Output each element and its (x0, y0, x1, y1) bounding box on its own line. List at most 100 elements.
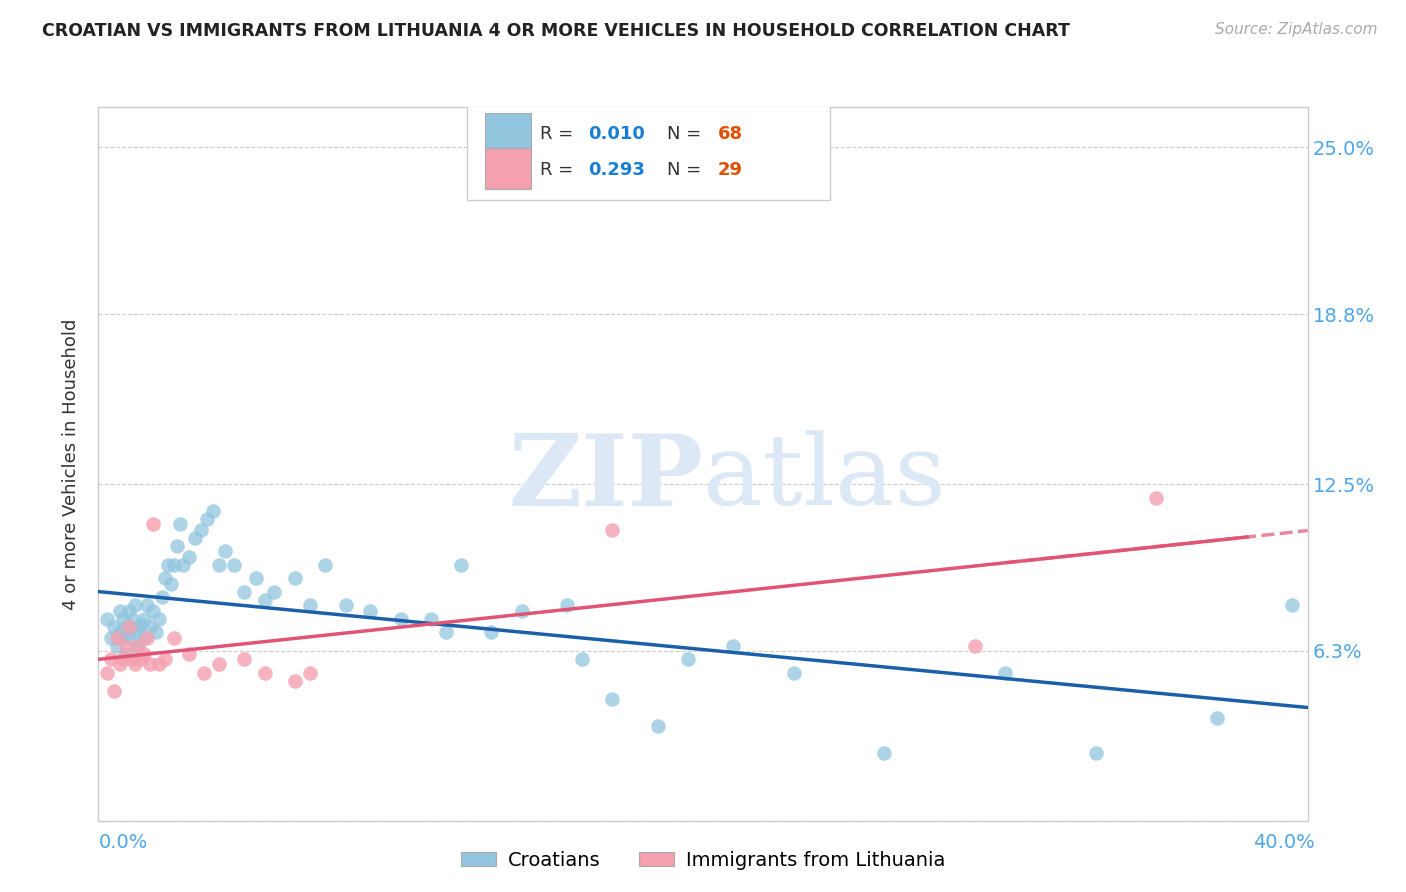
Text: N =: N = (666, 161, 707, 178)
Point (284, 571, 307, 585)
Point (111, 652, 134, 666)
Text: CROATIAN VS IMMIGRANTS FROM LITHUANIA 4 OR MORE VEHICLES IN HOUSEHOLD CORRELATIO: CROATIAN VS IMMIGRANTS FROM LITHUANIA 4 … (42, 22, 1070, 40)
Point (783, 665, 806, 680)
Point (142, 604, 165, 618)
Text: Source: ZipAtlas.com: Source: ZipAtlas.com (1215, 22, 1378, 37)
Point (124, 625, 146, 640)
Point (114, 647, 136, 661)
Point (118, 620, 141, 634)
Point (1281, 598, 1303, 612)
Point (208, 657, 231, 672)
Point (1144, 491, 1167, 505)
Point (166, 539, 188, 553)
Point (100, 652, 122, 666)
Point (169, 517, 191, 532)
Point (129, 617, 152, 632)
Point (602, 692, 624, 706)
Point (571, 652, 593, 666)
Point (214, 544, 236, 558)
Point (148, 657, 170, 672)
Point (965, 639, 987, 653)
Point (142, 517, 165, 532)
Point (193, 665, 215, 680)
Point (434, 625, 457, 640)
Text: N =: N = (666, 125, 707, 143)
Point (105, 639, 128, 653)
Point (253, 665, 276, 680)
Point (184, 531, 207, 545)
Point (100, 631, 122, 645)
Point (114, 620, 136, 634)
Point (163, 631, 186, 645)
Point (450, 558, 472, 572)
Point (602, 523, 624, 537)
Point (232, 584, 254, 599)
Text: R =: R = (540, 161, 579, 178)
Point (129, 652, 152, 666)
Point (224, 558, 246, 572)
Point (994, 665, 1017, 680)
Text: 68: 68 (717, 125, 742, 143)
Point (132, 612, 155, 626)
Point (510, 604, 533, 618)
FancyBboxPatch shape (467, 103, 830, 200)
Point (121, 652, 143, 666)
Point (145, 625, 167, 640)
Point (103, 684, 125, 698)
Point (299, 665, 322, 680)
Point (111, 631, 134, 645)
Point (873, 747, 896, 761)
Point (96, 612, 118, 626)
Point (127, 620, 149, 634)
Point (135, 631, 157, 645)
Point (263, 584, 285, 599)
Point (153, 652, 176, 666)
Point (723, 639, 745, 653)
Point (121, 612, 143, 626)
Point (190, 523, 212, 537)
Text: ZIP: ZIP (508, 430, 703, 526)
Text: atlas: atlas (703, 430, 946, 526)
Point (108, 657, 131, 672)
Point (124, 657, 146, 672)
Point (118, 604, 141, 618)
Point (132, 647, 155, 661)
Point (208, 558, 231, 572)
Text: 29: 29 (717, 161, 742, 178)
Point (481, 625, 503, 640)
Point (253, 592, 276, 607)
Point (202, 504, 225, 518)
Point (105, 631, 128, 645)
Point (150, 590, 173, 604)
Point (389, 612, 412, 626)
FancyBboxPatch shape (485, 113, 531, 155)
Point (555, 598, 578, 612)
Text: 0.0%: 0.0% (98, 833, 148, 853)
Point (1085, 747, 1108, 761)
Point (163, 558, 186, 572)
Point (360, 604, 382, 618)
Point (124, 598, 146, 612)
Point (179, 549, 201, 564)
Point (245, 571, 267, 585)
Text: 0.010: 0.010 (588, 125, 645, 143)
Legend: Croatians, Immigrants from Lithuania: Croatians, Immigrants from Lithuania (453, 843, 953, 878)
Point (96, 665, 118, 680)
Point (232, 652, 254, 666)
Point (299, 598, 322, 612)
Text: 0.293: 0.293 (588, 161, 645, 178)
Point (108, 604, 131, 618)
Point (179, 647, 201, 661)
Point (153, 571, 176, 585)
Y-axis label: 4 or more Vehicles in Household: 4 or more Vehicles in Household (62, 318, 80, 609)
Point (172, 558, 194, 572)
Text: R =: R = (540, 125, 579, 143)
Point (132, 631, 155, 645)
FancyBboxPatch shape (485, 148, 531, 189)
Point (195, 512, 218, 526)
Point (314, 558, 336, 572)
Point (148, 612, 170, 626)
Point (118, 631, 141, 645)
Point (160, 576, 183, 591)
Point (676, 652, 699, 666)
